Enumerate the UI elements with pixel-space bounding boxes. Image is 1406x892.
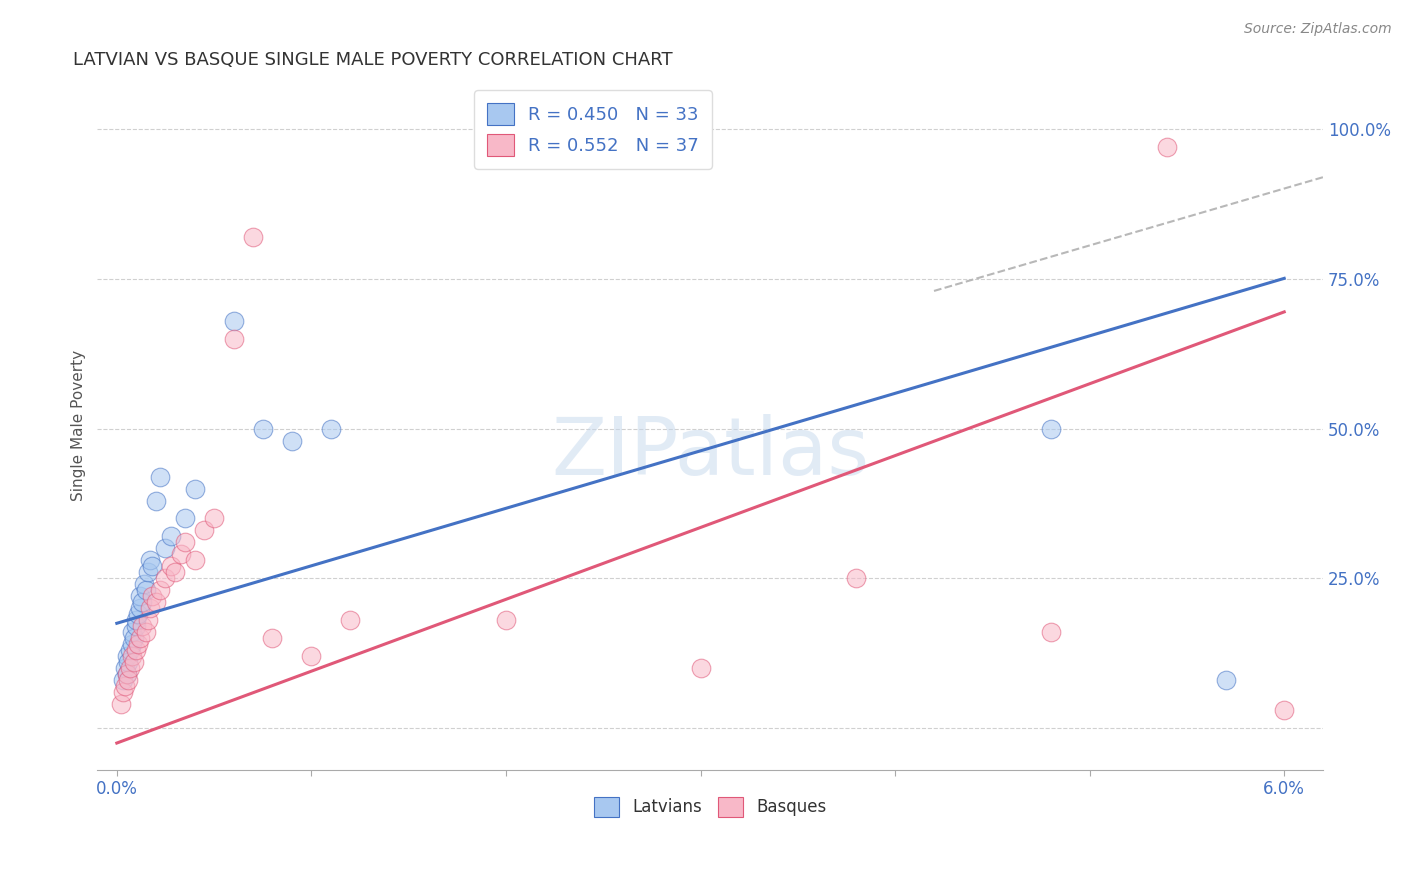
Point <box>135 625 157 640</box>
Point <box>339 613 361 627</box>
Point <box>131 595 153 609</box>
Point <box>183 553 205 567</box>
Point <box>135 583 157 598</box>
Point <box>174 535 197 549</box>
Point <box>111 685 134 699</box>
Point <box>139 553 162 567</box>
Point <box>127 607 149 622</box>
Point <box>121 637 143 651</box>
Point <box>222 332 245 346</box>
Point <box>131 619 153 633</box>
Point <box>1215 673 1237 688</box>
Point <box>1039 422 1062 436</box>
Point <box>193 524 215 538</box>
Point <box>222 314 245 328</box>
Point <box>149 583 172 598</box>
Point <box>165 566 187 580</box>
Point <box>160 529 183 543</box>
Point <box>125 643 148 657</box>
Point <box>114 661 136 675</box>
Point <box>136 566 159 580</box>
Text: LATVIAN VS BASQUE SINGLE MALE POVERTY CORRELATION CHART: LATVIAN VS BASQUE SINGLE MALE POVERTY CO… <box>73 51 672 69</box>
Point <box>117 655 139 669</box>
Point <box>111 673 134 688</box>
Point <box>299 649 322 664</box>
Point <box>117 673 139 688</box>
Point <box>534 140 557 154</box>
Point <box>689 661 711 675</box>
Point <box>495 613 517 627</box>
Point <box>129 590 152 604</box>
Point <box>174 511 197 525</box>
Point <box>149 469 172 483</box>
Point <box>155 541 177 556</box>
Point <box>114 679 136 693</box>
Point <box>170 548 193 562</box>
Point <box>141 590 163 604</box>
Point <box>115 667 138 681</box>
Point <box>1039 625 1062 640</box>
Point <box>121 649 143 664</box>
Point <box>145 493 167 508</box>
Point <box>129 601 152 615</box>
Point <box>110 697 132 711</box>
Point <box>136 613 159 627</box>
Point <box>129 632 152 646</box>
Point <box>1156 140 1178 154</box>
Point <box>125 613 148 627</box>
Point <box>115 649 138 664</box>
Point <box>155 571 177 585</box>
Point <box>125 619 148 633</box>
Point <box>202 511 225 525</box>
Point <box>183 482 205 496</box>
Legend: Latvians, Basques: Latvians, Basques <box>586 790 834 823</box>
Point <box>127 637 149 651</box>
Point <box>845 571 868 585</box>
Point <box>141 559 163 574</box>
Point <box>115 667 138 681</box>
Point <box>120 661 142 675</box>
Point <box>121 625 143 640</box>
Point <box>120 643 142 657</box>
Point <box>262 632 284 646</box>
Point <box>124 632 146 646</box>
Point <box>139 601 162 615</box>
Point <box>1272 703 1295 717</box>
Point <box>124 655 146 669</box>
Point <box>160 559 183 574</box>
Point <box>145 595 167 609</box>
Y-axis label: Single Male Poverty: Single Male Poverty <box>72 350 86 501</box>
Point <box>132 577 155 591</box>
Text: Source: ZipAtlas.com: Source: ZipAtlas.com <box>1244 22 1392 37</box>
Text: ZIPatlas: ZIPatlas <box>551 414 869 492</box>
Point <box>281 434 304 448</box>
Point <box>252 422 274 436</box>
Point <box>319 422 342 436</box>
Point <box>242 230 264 244</box>
